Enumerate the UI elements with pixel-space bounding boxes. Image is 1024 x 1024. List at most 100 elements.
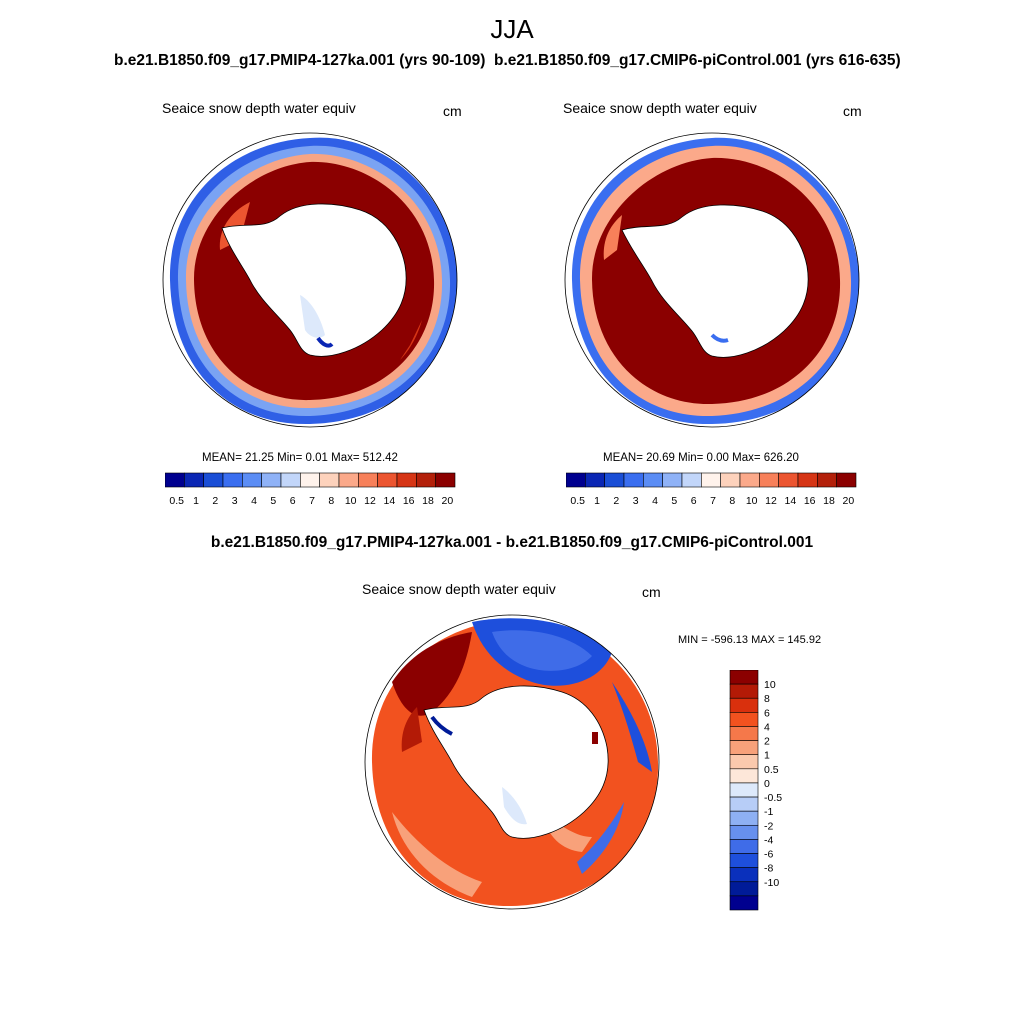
left-antarctica (221, 203, 407, 357)
diff-colorbar-tick-label: 10 (764, 679, 776, 691)
left-colorbar-swatch (396, 472, 417, 488)
diff-colorbar-swatch (729, 782, 759, 798)
right-colorbar-tick-label: 12 (765, 495, 777, 507)
diff-colorbar-swatch (729, 881, 759, 897)
left-colorbar-swatch (203, 472, 224, 488)
diff-colorbar-tick-label: -4 (764, 834, 773, 846)
right-colorbar: 0.5 1 2 3 4 5 6 7 8 10 12 14 16 18 20 (566, 472, 857, 507)
right-colorbar-swatch (701, 472, 721, 488)
diff-colorbar: 10 8 6 4 2 1 0.5 0 -0.5 -1 -2 -4 -6 -8 -10 (729, 670, 782, 911)
right-stats: MEAN= 20.69 Min= 0.00 Max= 626.20 (603, 452, 799, 464)
left-run-title: b.e21.B1850.f09_g17.PMIP4-127ka.001 (yrs… (114, 52, 486, 69)
right-colorbar-swatch (681, 472, 702, 488)
right-panel-label: Seaice snow depth water equiv (563, 100, 757, 116)
left-stats: MEAN= 21.25 Min= 0.01 Max= 512.42 (202, 452, 398, 464)
left-colorbar-swatch (300, 472, 320, 488)
right-panel-units: cm (843, 103, 862, 119)
right-colorbar-tick-label: 16 (804, 495, 816, 507)
left-colorbar: 0.5 1 2 3 4 5 6 7 8 10 12 14 16 18 20 (165, 472, 456, 507)
diff-title: b.e21.B1850.f09_g17.PMIP4-127ka.001 - b.… (210, 534, 814, 551)
diff-colorbar-tick-label: -0.5 (764, 792, 782, 804)
right-colorbar-swatch (662, 472, 683, 488)
diff-colorbar-swatch (729, 754, 759, 770)
left-colorbar-tick-label: 4 (251, 495, 257, 507)
right-colorbar-tick-label: 7 (710, 495, 716, 507)
diff-colorbar-swatch (729, 839, 759, 854)
right-colorbar-tick-label: 0.5 (570, 495, 585, 507)
right-colorbar-tick-label: 18 (823, 495, 835, 507)
diff-colorbar-swatch (729, 895, 759, 911)
diff-colorbar-swatch (729, 740, 759, 756)
diff-colorbar-swatch (729, 810, 759, 826)
right-colorbar-swatch (623, 472, 644, 488)
left-colorbar-tick-label: 12 (364, 495, 376, 507)
right-colorbar-swatch (817, 472, 837, 488)
left-colorbar-swatch (165, 472, 185, 488)
left-colorbar-swatch (319, 472, 340, 488)
diff-polar-map (364, 614, 660, 910)
diff-colorbar-swatch (729, 853, 759, 868)
left-polar-map (162, 132, 458, 428)
left-colorbar-swatch (338, 472, 359, 488)
diff-minmax: MIN = -596.13 MAX = 145.92 (678, 634, 822, 646)
right-colorbar-tick-label: 8 (729, 495, 735, 507)
left-colorbar-tick-label: 3 (232, 495, 238, 507)
diff-colorbar-swatch (729, 796, 759, 812)
right-colorbar-tick-label: 5 (671, 495, 677, 507)
diff-antarctica (423, 685, 609, 839)
left-colorbar-tick-label: 14 (383, 495, 395, 507)
right-colorbar-tick-label: 20 (842, 495, 854, 507)
left-colorbar-tick-label: 2 (212, 495, 218, 507)
left-colorbar-tick-label: 5 (270, 495, 276, 507)
left-panel-label: Seaice snow depth water equiv (162, 100, 356, 116)
left-colorbar-swatch (416, 472, 436, 488)
right-colorbar-swatch (585, 472, 605, 488)
left-colorbar-tick-label: 1 (193, 495, 199, 507)
left-colorbar-tick-label: 0.5 (169, 495, 184, 507)
left-colorbar-tick-label: 18 (422, 495, 434, 507)
right-colorbar-swatch (604, 472, 625, 488)
diff-colorbar-swatch (729, 683, 759, 699)
right-colorbar-tick-label: 3 (633, 495, 639, 507)
right-colorbar-swatch (643, 472, 663, 488)
left-colorbar-swatch (261, 472, 282, 488)
diff-colorbar-tick-label: 0 (764, 778, 770, 790)
diff-panel-units: cm (642, 584, 661, 600)
right-colorbar-tick-label: 2 (613, 495, 619, 507)
left-colorbar-swatch (280, 472, 301, 488)
diff-colorbar-swatch (729, 768, 759, 784)
diff-colorbar-swatch (729, 712, 759, 727)
right-colorbar-swatch (739, 472, 760, 488)
right-run-title: b.e21.B1850.f09_g17.CMIP6-piControl.001 … (494, 52, 901, 69)
left-colorbar-swatch (242, 472, 262, 488)
right-colorbar-tick-label: 10 (746, 495, 758, 507)
diff-colorbar-tick-label: 4 (764, 721, 770, 733)
right-polar-map (564, 132, 860, 428)
diff-panel-label: Seaice snow depth water equiv (362, 581, 556, 597)
right-colorbar-tick-label: 6 (691, 495, 697, 507)
left-colorbar-swatch (222, 472, 243, 488)
right-colorbar-swatch (566, 472, 586, 488)
diff-colorbar-tick-label: 2 (764, 736, 770, 748)
diff-colorbar-tick-label: 1 (764, 750, 770, 762)
left-colorbar-swatch (435, 472, 456, 488)
right-colorbar-swatch (759, 472, 779, 488)
diff-colorbar-tick-label: -1 (764, 806, 773, 818)
diff-colorbar-tick-label: -6 (764, 849, 773, 861)
left-panel-units: cm (443, 103, 462, 119)
left-colorbar-swatch (184, 472, 204, 488)
left-colorbar-tick-label: 10 (345, 495, 357, 507)
diff-colorbar-tick-label: 0.5 (764, 764, 779, 776)
left-colorbar-swatch (377, 472, 398, 488)
left-colorbar-swatch (358, 472, 378, 488)
diff-colorbar-swatch (729, 867, 759, 883)
right-colorbar-swatch (836, 472, 857, 488)
diff-colorbar-swatch (729, 824, 759, 840)
right-antarctica (621, 204, 809, 358)
left-colorbar-tick-label: 6 (290, 495, 296, 507)
figure-title: JJA (490, 14, 534, 44)
diff-colorbar-tick-label: 6 (764, 707, 770, 719)
diff-colorbar-swatch (729, 670, 759, 685)
right-colorbar-swatch (720, 472, 741, 488)
diff-colorbar-swatch (729, 726, 759, 741)
